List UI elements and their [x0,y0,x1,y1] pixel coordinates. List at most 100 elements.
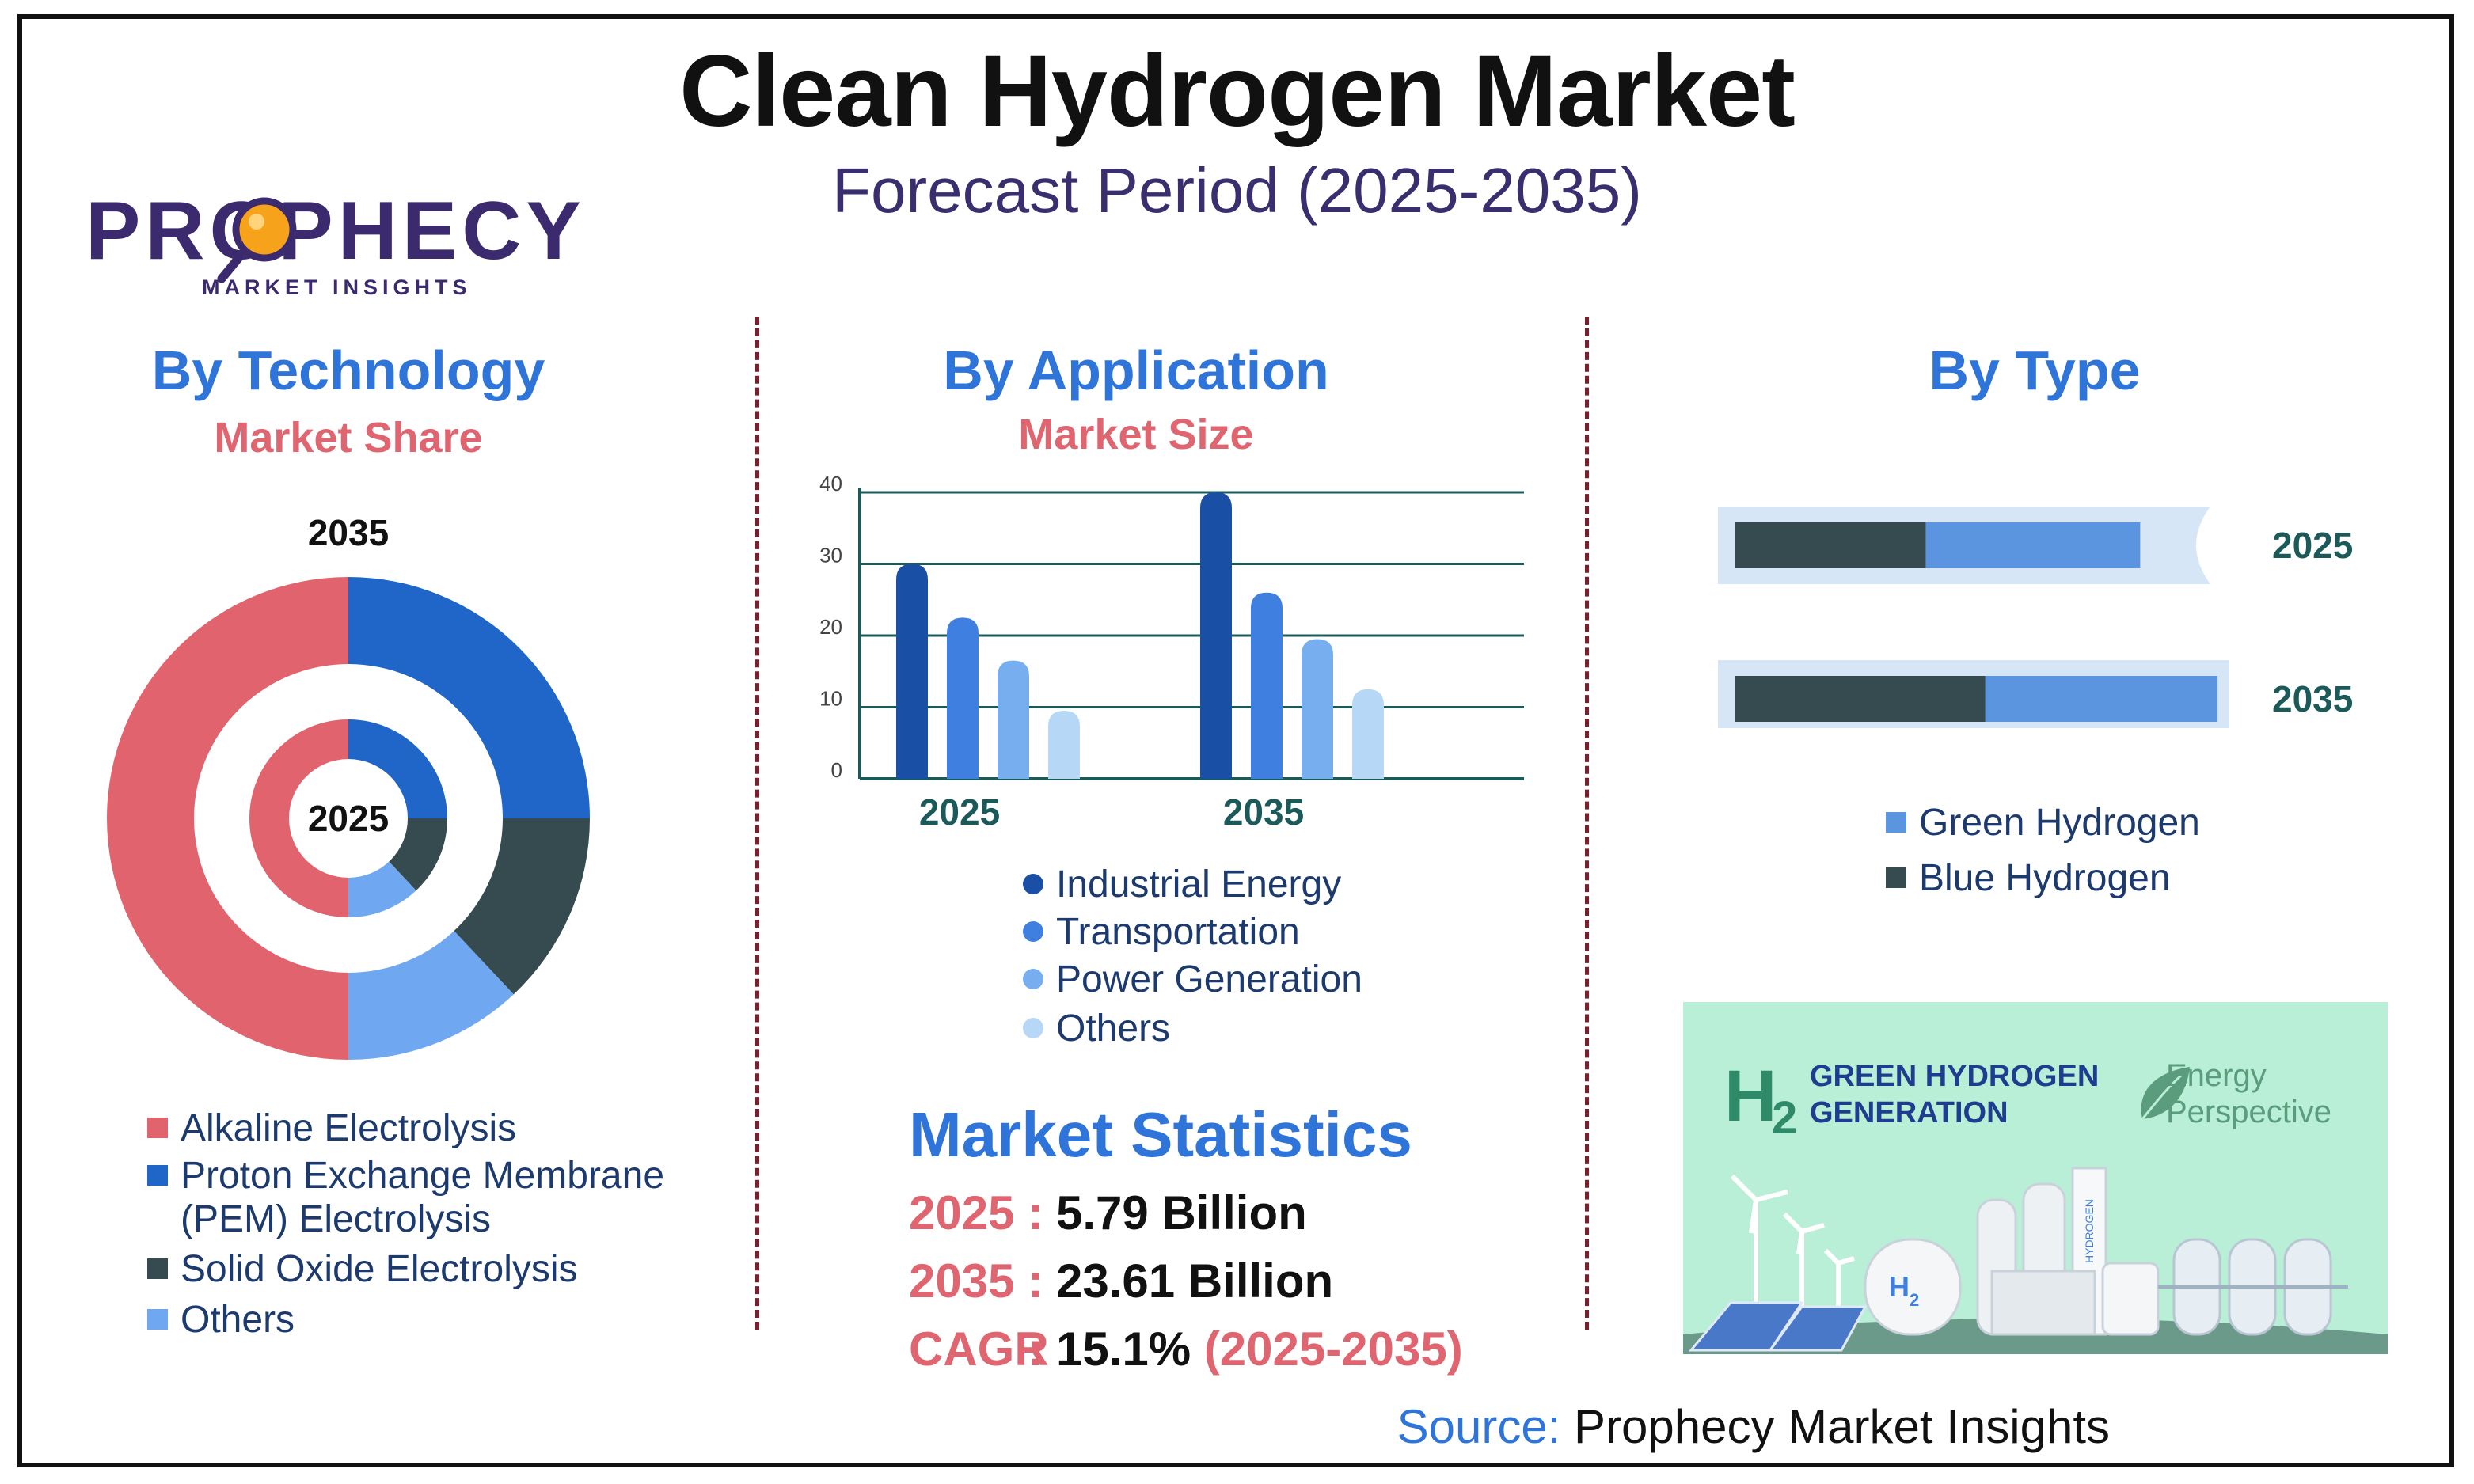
logo-tagline: MARKET INSIGHTS [202,275,472,299]
legend-label: Alkaline Electrolysis [181,1107,517,1149]
stat-colon: : [1028,1254,1043,1308]
stat-row-2025: 2025:5.79 Billion [909,1186,1307,1240]
h2-subscript: 2 [1772,1092,1797,1144]
legend-dot [1023,921,1043,942]
x-category-label: 2035 [1223,791,1304,833]
x-category-label: 2025 [919,791,1000,833]
type-bar-marks [1735,522,2218,722]
legend-swatch [147,1118,168,1138]
legend-transportation: Transportation [1023,910,1300,954]
legend-solid-oxide: Solid Oxide Electrolysis [147,1247,578,1291]
y-tick-label: 30 [819,544,842,567]
stat-key: 2025 [909,1186,1015,1239]
source-credit: Source: Prophecy Market Insights [1397,1399,2110,1454]
legend-label: Transportation [1056,911,1300,953]
magnifier-icon [217,197,297,283]
technology-subheading: Market Share [214,414,483,461]
silo-icon: HYDROGEN [1976,1167,2107,1336]
inner-ring-year-label: 2025 [308,798,389,839]
application-subheading: Market Size [1018,411,1254,458]
technology-heading: By Technology [151,340,545,401]
stats-heading: Market Statistics [909,1099,1412,1170]
type-year-label: 2035 [2272,678,2353,719]
legend-label-block: Proton Exchange Membrane (PEM) Electroly… [181,1154,664,1241]
infographic-frame [17,14,2454,1467]
y-tick-label: 0 [831,758,842,782]
storage-cylinder-icon [2101,1238,2348,1336]
legend-swatch [1886,812,1906,833]
bar-others-2025 [1048,711,1080,779]
stat-colon: : [1028,1323,1043,1376]
source-value: Prophecy Market Insights [1574,1400,2110,1453]
legend-pem: Proton Exchange Membrane (PEM) Electroly… [147,1154,664,1241]
logo-mark: PROPHECY [86,185,586,283]
bar-industrial-energy-2035 [1200,492,1232,779]
stat-row-cagr: CAGR: 15.1% (2025-2035) [909,1322,1463,1376]
bar-power-generation-2025 [998,660,1029,779]
legend-swatch [147,1165,168,1186]
type-bar-labels: 2025 2035 [2272,525,2353,719]
solar-panel-icon [1688,1301,1868,1352]
legend-label: Blue Hydrogen [1919,857,2171,899]
legend-power-generation: Power Generation [1023,958,1362,1001]
legend-industrial-energy: Industrial Energy [1023,863,1341,906]
legend-label: Green Hydrogen [1919,802,2200,844]
source-label: Source: [1397,1400,1561,1453]
type-year-label: 2025 [2272,525,2353,566]
legend-label: Power Generation [1056,958,1362,1000]
bar-y-ticks: 0 10 20 30 40 [819,472,842,782]
leaf-icon [2141,1067,2190,1120]
type-bar-blue-hydrogen-2035 [1735,676,1986,722]
stat-key: CAGR [909,1323,1049,1376]
promo-line1: GREEN HYDROGEN [1810,1060,2099,1093]
bar-marks [896,492,1384,779]
brand-logo: PROPHECY [86,184,616,306]
y-tick-label: 20 [819,615,842,639]
bar-power-generation-2035 [1302,639,1333,779]
page-title: Clean Hydrogen Market [679,35,1796,148]
tower-label: HYDROGEN [2083,1199,2096,1263]
legend-swatch [147,1258,168,1279]
legend-dot [1023,1018,1043,1038]
hydrogen-tank-icon: H 2 [1864,1238,1962,1336]
bar-others-2035 [1352,689,1384,779]
legend-swatch [147,1309,168,1330]
legend-label: Proton Exchange Membrane [181,1155,665,1197]
legend-swatch [1886,867,1906,888]
energy-line2: Perspective [2166,1095,2331,1129]
page-subtitle: Forecast Period (2025-2035) [832,155,1642,226]
stat-colon: : [1028,1186,1043,1239]
section-divider-left [755,317,759,1330]
legend-dot [1023,969,1043,989]
section-divider-right [1585,317,1589,1330]
stat-row-2035: 2035:23.61 Billion [909,1254,1333,1308]
type-bar-green-hydrogen-2035 [1985,676,2218,722]
h2-mark: H [1724,1056,1777,1137]
tank-h-label: H [1889,1270,1910,1303]
promo-line2: GENERATION [1810,1096,2008,1129]
outer-ring-year-label: 2035 [307,512,390,553]
legend-label: Solid Oxide Electrolysis [181,1248,578,1290]
technology-donut-chart: 2025 [107,577,590,1060]
stat-period: (2025-2035) [1203,1323,1463,1376]
legend-label: Others [181,1299,295,1341]
legend-dot [1023,874,1043,894]
type-bar-green-hydrogen-2025 [1925,522,2141,568]
tank-h-subscript: 2 [1910,1290,1919,1310]
bar-industrial-energy-2025 [896,564,928,779]
y-tick-label: 10 [819,687,842,711]
application-bar-chart: 0 10 20 30 40 2025 2035 [819,472,1524,833]
legend-alkaline: Alkaline Electrolysis [147,1106,516,1150]
legend-green-hydrogen: Green Hydrogen [1886,801,2200,844]
stat-value: 5.79 Billion [1056,1186,1307,1239]
type-bar-blue-hydrogen-2025 [1735,522,1926,568]
stat-value: 15.1% [1056,1323,1191,1376]
legend-label: Industrial Energy [1056,863,1342,905]
application-heading: By Application [943,340,1329,401]
legend-blue-hydrogen: Blue Hydrogen [1886,856,2171,900]
logo-wordmark: PROPHECY [86,185,586,277]
energy-line1: Energy [2166,1058,2267,1093]
wind-turbine-icon [1730,1174,1855,1319]
legend-others-tech: Others [147,1298,295,1342]
illustration-art: H 2 GREEN HYDROGEN GENERATION Energy Per… [1683,1056,2388,1354]
